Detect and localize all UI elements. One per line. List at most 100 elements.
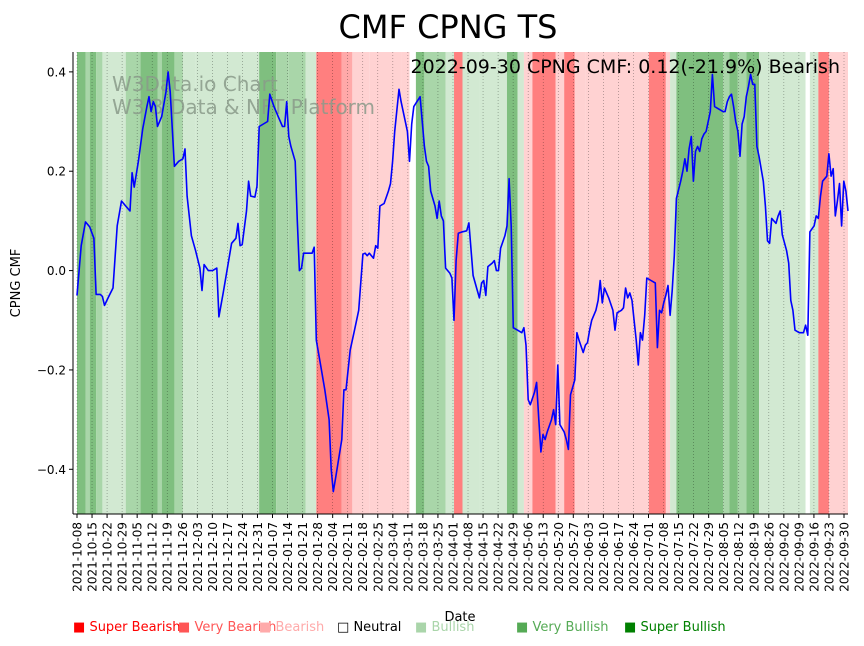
legend-swatch: ■ [624, 620, 637, 635]
watermark-line-1: W3Data.io Chart [112, 72, 278, 96]
band-slight-bullish [445, 52, 455, 514]
y-tick-label: 0.4 [47, 65, 66, 79]
band-bullish [723, 52, 730, 514]
band-very-bearish [818, 52, 829, 514]
legend-item-neutral: □ Neutral [337, 620, 401, 635]
band-slight-bearish [401, 52, 410, 514]
x-tick-label: 2021-11-19 [161, 522, 175, 592]
legend-label: Super Bearish [89, 620, 181, 635]
band-slight-bearish [555, 52, 565, 514]
x-tick-label: 2022-09-16 [807, 522, 821, 592]
band-bullish [125, 52, 141, 514]
band-slight-bullish [305, 52, 317, 514]
x-tick-label: 2022-05-13 [537, 522, 551, 592]
x-tick-label: 2022-05-27 [567, 522, 581, 592]
band-bullish [424, 52, 446, 514]
band-neutral [409, 52, 416, 514]
x-tick-label: 2022-02-04 [326, 522, 340, 592]
legend-item-super-bearish: ■ Super Bearish [73, 620, 181, 635]
legend-item-very-bearish: ■ Very Bearish [178, 620, 276, 635]
x-tick-label: 2022-01-07 [266, 522, 280, 592]
band-slight-bearish [828, 52, 848, 514]
x-tick-label: 2021-10-08 [71, 522, 85, 592]
x-tick-label: 2022-04-22 [492, 522, 506, 592]
band-very-bullish [161, 52, 175, 514]
y-axis-ticks: 0.4 0.2 0.0 −0.2 −0.4 [37, 65, 73, 477]
x-tick-label: 2021-12-03 [191, 522, 205, 592]
series-line-cpng-cmf [76, 71, 849, 493]
x-tick-label: 2022-04-15 [477, 522, 491, 592]
cmf-series [76, 71, 849, 493]
x-tick-label: 2022-06-17 [612, 522, 626, 592]
x-tick-label: 2022-06-03 [582, 522, 596, 592]
x-tick-label: 2022-01-21 [296, 522, 310, 592]
x-tick-label: 2022-04-01 [446, 522, 460, 592]
band-very-bullish [140, 52, 158, 514]
x-tick-label: 2021-11-05 [131, 522, 145, 592]
legend-label: Bearish [275, 620, 325, 635]
x-tick-label: 2022-06-10 [597, 522, 611, 592]
x-tick-label: 2022-09-09 [792, 522, 806, 592]
legend-item-bullish: ■ Bullish [415, 620, 474, 635]
x-tick-label: 2022-08-19 [747, 522, 761, 592]
legend-label: Very Bullish [532, 620, 609, 635]
x-tick-label: 2022-07-01 [642, 522, 656, 592]
legend-item-super-bullish: ■ Super Bullish [624, 620, 726, 635]
x-tick-label: 2022-06-24 [627, 522, 641, 592]
band-bearish [341, 52, 353, 514]
legend-label: Very Bearish [194, 620, 277, 635]
chart-title: CMF CPNG TS [339, 8, 558, 46]
band-very-bearish [564, 52, 575, 514]
legend-label: Super Bullish [640, 620, 726, 635]
y-axis-label: CPNG CMF [9, 249, 24, 318]
x-tick-label: 2022-05-06 [522, 522, 536, 592]
band-slight-bullish [517, 52, 524, 514]
band-bullish [276, 52, 289, 514]
x-tick-label: 2021-10-29 [116, 522, 130, 592]
x-tick-label: 2022-09-30 [838, 522, 852, 592]
sentiment-bands [77, 52, 848, 514]
band-slight-bearish [369, 52, 402, 514]
x-tick-label: 2022-02-11 [341, 522, 355, 592]
x-tick-label: 2022-03-25 [431, 522, 445, 592]
band-very-bearish [316, 52, 342, 514]
x-tick-label: 2021-10-22 [101, 522, 115, 592]
legend-swatch: ■ [259, 620, 272, 635]
band-very-bullish [415, 52, 425, 514]
x-tick-label: 2022-07-22 [687, 522, 701, 592]
y-tick-label: −0.2 [37, 363, 66, 377]
x-tick-label: 2022-07-15 [672, 522, 686, 592]
legend-item-bearish: ■ Bearish [259, 620, 324, 635]
vertical-gridlines [76, 52, 845, 514]
legend-label: Bullish [431, 620, 475, 635]
band-slight-bullish [462, 52, 480, 514]
x-tick-label: 2021-12-17 [221, 522, 235, 592]
x-tick-label: 2022-04-08 [462, 522, 476, 592]
band-very-bullish [729, 52, 738, 514]
legend-swatch: □ [337, 620, 350, 635]
band-very-bullish [746, 52, 760, 514]
x-tick-label: 2022-09-23 [822, 522, 836, 592]
band-slight-bearish [585, 52, 649, 514]
band-bullish [737, 52, 747, 514]
x-tick-label: 2022-04-29 [507, 522, 521, 592]
band-bullish [288, 52, 306, 514]
x-tick-label: 2022-05-20 [552, 522, 566, 592]
x-tick-label: 2022-07-29 [702, 522, 716, 592]
band-very-bullish [259, 52, 277, 514]
x-axis-label: Date [444, 610, 475, 625]
x-tick-label: 2021-10-15 [86, 522, 100, 592]
x-tick-label: 2022-01-28 [311, 522, 325, 592]
band-slight-bearish [523, 52, 533, 514]
band-slight-bullish [182, 52, 196, 514]
band-slight-bearish [665, 52, 671, 514]
legend-label: Neutral [353, 620, 402, 635]
y-tick-label: 0.2 [47, 165, 66, 179]
band-very-bearish [532, 52, 556, 514]
x-tick-label: 2022-08-05 [717, 522, 731, 592]
band-bullish [157, 52, 162, 514]
band-very-bearish [648, 52, 666, 514]
x-tick-label: 2022-07-08 [657, 522, 671, 592]
x-tick-label: 2022-02-18 [356, 522, 370, 592]
